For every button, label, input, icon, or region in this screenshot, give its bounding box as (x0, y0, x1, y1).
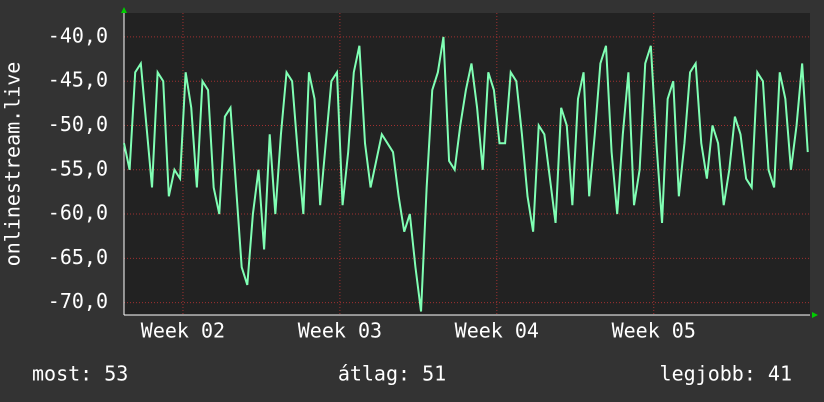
y-tick-label: -65,0 (48, 245, 108, 269)
x-tick-label: Week 04 (455, 319, 539, 343)
y-tick-label: -55,0 (48, 156, 108, 180)
x-tick-label: Week 02 (141, 319, 225, 343)
footer-best: legjobb: 41 (660, 362, 792, 386)
data-line (123, 36, 809, 312)
axis-arrow (121, 7, 127, 13)
footer-average: átlag: 51 (338, 362, 446, 386)
footer-current: most: 53 (32, 362, 128, 386)
x-tick-label: Week 05 (612, 319, 696, 343)
x-tick-label: Week 03 (298, 319, 382, 343)
y-tick-label: -50,0 (48, 112, 108, 136)
y-tick-label: -60,0 (48, 201, 108, 225)
y-tick-label: -40,0 (48, 23, 108, 47)
axis-arrow (812, 312, 818, 318)
y-tick-label: -45,0 (48, 68, 108, 92)
y-axis-label: onlinestream.live (1, 62, 25, 267)
y-tick-label: -70,0 (48, 289, 108, 313)
plot-area (124, 13, 810, 315)
